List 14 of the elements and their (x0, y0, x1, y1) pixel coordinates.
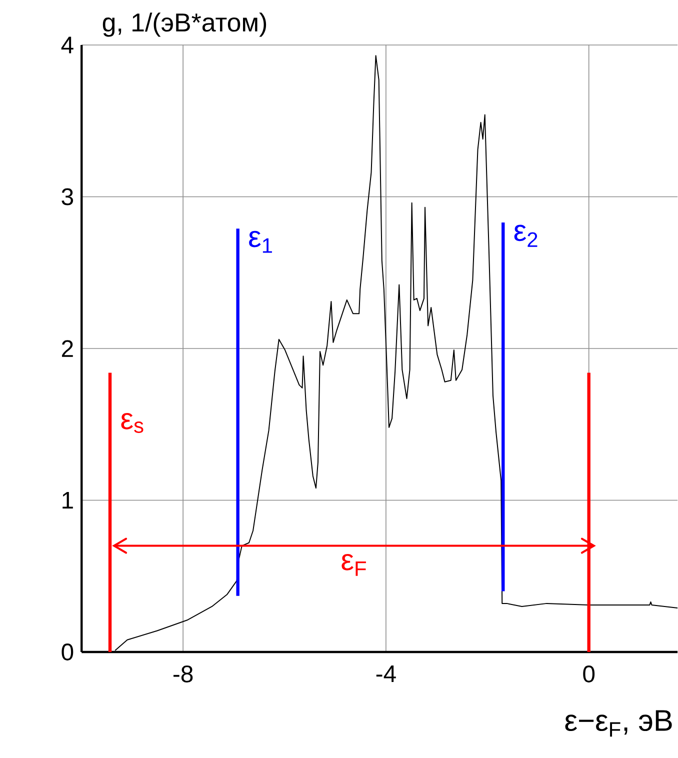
x-tick-label: -4 (376, 666, 396, 682)
series-label: ε$_{s}$ (121, 412, 144, 433)
x-tick-label: 0 (583, 666, 595, 682)
y-tick-label: 2 (62, 340, 74, 357)
series-label: ε$_{2}$ (514, 224, 538, 247)
y-tick-label: 0 (62, 644, 74, 660)
annotation: ε$_{F}$ (342, 554, 366, 576)
x-tick-label: -8 (174, 666, 193, 682)
y-axis-title: g, 1/(эВ*атом) (103, 12, 266, 37)
series-label: ε$_{1}$ (249, 230, 272, 253)
y-tick-label: 1 (62, 492, 74, 508)
x-axis-title: ε−ε$_{F}$, эВ (565, 710, 672, 737)
y-tick-label: 4 (62, 36, 74, 54)
y-tick-label: 3 (62, 188, 74, 206)
